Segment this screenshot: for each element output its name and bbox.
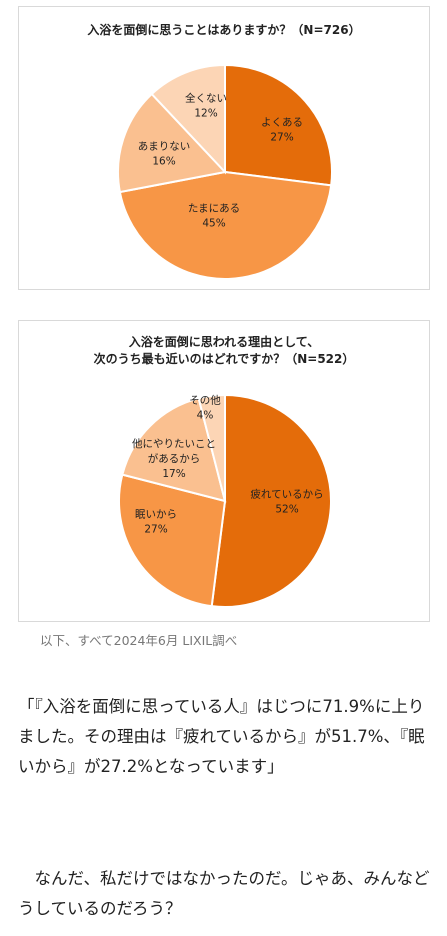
pie-slice-4 — [197, 393, 226, 502]
body-paragraph-2: なんだ、私だけではなかったのだ。じゃあ、みんなどうしているのだろう？ — [18, 869, 430, 918]
pie-slice-3 — [117, 92, 227, 194]
chart-bath-hassle-reasons: 入浴を面倒に思われる理由として、 次のうち最も近いのはどれですか？（N=522）… — [18, 320, 430, 622]
pie-slice-2 — [118, 473, 227, 608]
body-paragraph-1: 「『入浴を面倒に思っている人』はじつに71.9%に上りました。その理由は『疲れて… — [18, 697, 425, 776]
pie-slice-1 — [210, 393, 332, 608]
chart-title-line-1: 入浴を面倒に思われる理由として、 — [128, 335, 320, 349]
pie-slice-3 — [121, 397, 227, 503]
slice-label-2: 眠いから 27% — [135, 509, 177, 536]
pie-slice-4 — [150, 63, 226, 175]
pie-slice-1 — [224, 63, 333, 187]
chart-title-line-2: 次のうち最も近いのはどれですか？（N=522） — [93, 352, 355, 366]
slice-label-4: その他 4% — [189, 394, 221, 422]
slice-label-3: 他にやりたいことがあるから 17% — [132, 437, 216, 480]
slice-label-1: 疲れているから 52% — [250, 488, 323, 516]
slice-label-1: よくある 27% — [261, 117, 303, 144]
pie-slice-2 — [118, 170, 333, 280]
slice-label-2: たまにある 45% — [188, 203, 240, 230]
slice-label-4: 全くない 12% — [185, 92, 227, 120]
chart-title: 入浴を面倒に思われる理由として、 次のうち最も近いのはどれですか？（N=522） — [19, 334, 429, 368]
chart-bath-hassle: 入浴を面倒に思うことはありますか？（N=726） よくある 27% たまにある 45%… — [18, 6, 430, 290]
pie-chart: よくある 27% たまにある 45% あまりない 16% 全くない 12% — [117, 63, 333, 280]
slice-label-3: あまりない 16% — [138, 141, 191, 168]
source-caption: 以下、すべて2024年6月 LIXIL調べ — [40, 633, 238, 648]
chart-title: 入浴を面倒に思うことはありますか？（N=726） — [87, 23, 361, 37]
pie-chart: 疲れているから 52% 眠いから 27% 他にやりたいことがあるから 17% その他 4% — [118, 393, 332, 608]
